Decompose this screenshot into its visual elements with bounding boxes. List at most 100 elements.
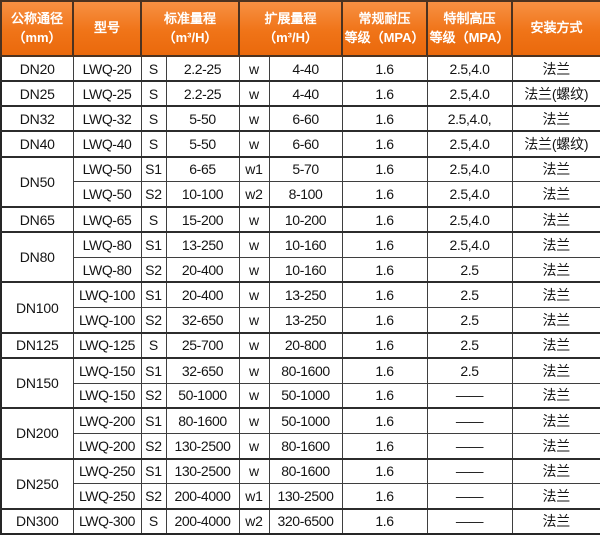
table-row: DN65 LWQ-65 S 15-200 w 10-200 1.6 2.5,4.0 法兰: [0, 205, 600, 233]
table-row: DN80 LWQ-80 S1 13-250 w 10-160 1.6 2.5,4.0 法兰: [0, 231, 600, 283]
table-row: DN32 LWQ-32 S 5-50 w 6-60 1.6 2.5,4.0, 法兰: [0, 105, 600, 132]
cell-ext-range: 50-1000: [268, 407, 343, 434]
cell-ext-range: 13-250: [268, 281, 343, 309]
cell-model: LWQ-80: [72, 231, 142, 258]
cell-install: 法兰(螺纹): [511, 130, 600, 158]
table-body: DN20 LWQ-20 S 2.2-25 w 4-40 1.6 2.5,4.0 法兰 DN25 LW…: [0, 54, 600, 535]
cell-ext-code: w2: [238, 181, 270, 208]
header-normal-pressure: 常规耐压等级（MPA）: [341, 0, 429, 57]
header-row: 公称通径 （mm） 型号 标准量程 （m³/H） 扩展量程 （m³/H） 常规耐压 等级（MPA…: [0, 0, 600, 57]
cell-install: 法兰: [511, 382, 600, 409]
cell-ext-range: 10-160: [268, 231, 343, 258]
cell-diameter: DN300: [0, 507, 74, 535]
cell-std-code: S1: [140, 457, 167, 485]
table-row: LWQ-150 S2 50-1000 w 50-1000 1.6 —— 法兰: [1, 382, 600, 409]
cell-install: 法兰: [511, 105, 600, 132]
cell-std-code: S: [140, 105, 167, 132]
cell-std-code: S: [140, 331, 167, 359]
cell-std-code: S2: [140, 181, 167, 208]
cell-std-range: 200-4000: [165, 507, 240, 535]
table-row: LWQ-100 S2 32-650 w 13-250 1.6 2.5 法兰: [1, 307, 600, 334]
cell-high-mpa: ——: [426, 507, 513, 535]
cell-model: LWQ-65: [72, 205, 142, 233]
cell-std-range: 2.2-25: [165, 54, 240, 82]
cell-install: 法兰: [511, 356, 600, 384]
header-std-range: 标准量程 （m³/H）: [139, 0, 241, 57]
table-row: DN250 LWQ-250 S1 130-2500 w 80-1600 1.6 —— 法兰: [0, 457, 600, 510]
table-row: DN20 LWQ-20 S 2.2-25 w 4-40 1.6 2.5,4.0 法兰: [0, 54, 600, 82]
cell-normal-mpa: 1.6: [341, 483, 428, 510]
cell-diameter: DN50: [0, 155, 74, 208]
table-row: DN100 LWQ-100 S1 20-400 w 13-250 1.6 2.5 法兰: [0, 281, 600, 334]
cell-install: 法兰: [511, 54, 600, 82]
header-line: （m³/H）: [162, 29, 218, 45]
cell-normal-mpa: 1.6: [341, 507, 428, 535]
cell-install: 法兰: [511, 331, 600, 359]
cell-normal-mpa: 1.6: [341, 457, 428, 485]
cell-install: 法兰: [511, 231, 600, 258]
table-row: DN40 LWQ-40 S 5-50 w 6-60 1.6 2.5,4.0 法兰(螺纹): [0, 130, 600, 158]
cell-ext-range: 80-1600: [268, 457, 343, 485]
cell-std-range: 20-400: [165, 281, 240, 309]
cell-diameter: DN200: [0, 407, 74, 460]
cell-std-code: S: [140, 507, 167, 535]
cell-std-range: 5-50: [165, 130, 240, 158]
header-line: 公称通径: [10, 10, 63, 26]
cell-high-mpa: 2.5,4.0: [426, 181, 513, 208]
cell-std-code: S: [140, 80, 167, 107]
cell-high-mpa: 2.5: [426, 331, 513, 359]
cell-std-range: 5-50: [165, 105, 240, 132]
cell-std-code: S2: [140, 382, 167, 409]
cell-std-range: 130-2500: [165, 457, 240, 485]
cell-ext-range: 20-800: [268, 331, 343, 359]
cell-ext-code: w: [238, 231, 270, 258]
cell-install: 法兰: [511, 205, 600, 233]
table-header: 公称通径 （mm） 型号 标准量程 （m³/H） 扩展量程 （m³/H） 常规耐压 等级（MPA…: [0, 0, 600, 57]
cell-high-mpa: 2.5: [426, 307, 513, 334]
cell-install: 法兰: [511, 483, 600, 510]
cell-std-range: 20-400: [165, 256, 240, 283]
cell-diameter: DN65: [0, 205, 74, 233]
cell-normal-mpa: 1.6: [341, 205, 428, 233]
cell-high-mpa: 2.5,4.0: [426, 80, 513, 107]
cell-ext-code: w1: [238, 155, 270, 183]
cell-ext-code: w2: [238, 507, 270, 535]
cell-install: 法兰: [511, 181, 600, 208]
cell-ext-range: 6-60: [268, 130, 343, 158]
cell-high-mpa: 2.5,4.0: [426, 205, 513, 233]
cell-ext-range: 4-40: [268, 80, 343, 107]
cell-ext-range: 130-2500: [268, 483, 343, 510]
cell-ext-code: w: [238, 407, 270, 434]
cell-normal-mpa: 1.6: [341, 181, 428, 208]
cell-std-range: 80-1600: [165, 407, 240, 434]
cell-model: LWQ-32: [72, 105, 142, 132]
header-diameter: 公称通径 （mm）: [0, 0, 74, 57]
cell-ext-code: w: [238, 432, 270, 460]
cell-ext-range: 10-160: [268, 256, 343, 283]
cell-std-range: 32-650: [165, 307, 240, 334]
header-line: 等级（MPA）: [344, 29, 425, 45]
cell-high-mpa: 2.5,4.0: [426, 130, 513, 158]
cell-model: LWQ-150: [72, 356, 142, 384]
cell-std-range: 50-1000: [165, 382, 240, 409]
header-line: 常规耐压: [358, 10, 411, 26]
cell-model: LWQ-20: [72, 54, 142, 82]
table-row: LWQ-250 S2 200-4000 w1 130-2500 1.6 —— 法兰: [1, 483, 600, 510]
cell-install: 法兰: [511, 307, 600, 334]
cell-model: LWQ-250: [72, 457, 142, 485]
cell-normal-mpa: 1.6: [341, 281, 428, 309]
table-row: LWQ-200 S2 130-2500 w 80-1600 1.6 —— 法兰: [1, 432, 600, 460]
cell-normal-mpa: 1.6: [341, 54, 428, 82]
cell-model: LWQ-125: [72, 331, 142, 359]
cell-diameter: DN80: [0, 231, 74, 283]
cell-ext-code: w1: [238, 483, 270, 510]
cell-normal-mpa: 1.6: [341, 256, 428, 283]
cell-install: 法兰(螺纹): [511, 80, 600, 107]
cell-std-code: S1: [140, 281, 167, 309]
cell-install: 法兰: [511, 256, 600, 283]
cell-high-mpa: 2.5,4.0: [426, 231, 513, 258]
cell-model: LWQ-50: [72, 155, 142, 183]
cell-high-mpa: 2.5,4.0,: [426, 105, 513, 132]
cell-normal-mpa: 1.6: [341, 432, 428, 460]
